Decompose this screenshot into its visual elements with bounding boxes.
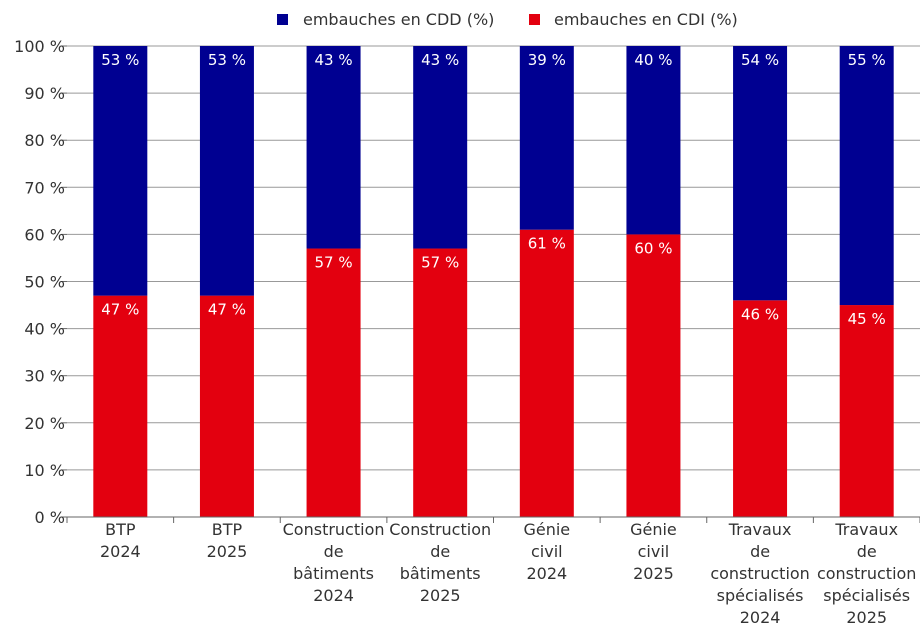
bar-cdd xyxy=(93,46,148,296)
bar-cdi xyxy=(93,295,148,517)
y-tick-label: 80 % xyxy=(24,131,65,150)
legend-swatch-cdi xyxy=(529,14,540,25)
y-tick-label: 50 % xyxy=(24,273,65,292)
x-category-label: Génie civil 2025 xyxy=(630,520,677,583)
y-tick-label: 10 % xyxy=(24,461,65,480)
x-category-label: Construction de bâtiments 2024 xyxy=(283,520,385,605)
bar-cdi xyxy=(733,300,788,517)
gridlines xyxy=(67,45,920,518)
data-label-cdi: 45 % xyxy=(848,310,886,328)
y-tick-label: 0 % xyxy=(35,508,65,527)
bar-cdi xyxy=(199,295,254,517)
data-label-cdd: 43 % xyxy=(315,51,353,69)
bar-cdd xyxy=(199,46,254,296)
y-tick-label: 100 % xyxy=(14,37,65,56)
y-tick-label: 20 % xyxy=(24,414,65,433)
bar-cdd xyxy=(306,46,361,249)
legend-swatch-cdd xyxy=(277,14,288,25)
x-axis: BTP 2024 BTP 2025 Construction de bâtiments 202… xyxy=(66,516,920,627)
x-category-label: Travaux de construction spécialisés 2024 xyxy=(710,520,810,627)
data-label-cdd: 55 % xyxy=(848,51,886,69)
legend-label-cdd: embauches en CDD (%) xyxy=(303,10,494,29)
y-tick-label: 40 % xyxy=(24,320,65,339)
x-category-label: Travaux de construction spécialisés 2025 xyxy=(817,520,917,627)
bar-cdd xyxy=(626,46,681,235)
x-category-label: BTP 2025 xyxy=(207,520,248,561)
legend-label-cdi: embauches en CDI (%) xyxy=(554,10,738,29)
bars xyxy=(93,46,894,517)
bar-cdi xyxy=(519,229,574,517)
data-label-cdd: 39 % xyxy=(528,51,566,69)
data-label-cdd: 53 % xyxy=(101,51,139,69)
data-label-cdi: 61 % xyxy=(528,235,566,253)
legend: embauches en CDD (%) embauches en CDI (%) xyxy=(277,10,738,29)
bar-cdd xyxy=(413,46,468,249)
data-label-cdi: 47 % xyxy=(101,301,139,319)
data-label-cdi: 57 % xyxy=(421,254,459,272)
data-labels: 47 % 53 % 47 % 53 % 57 % 43 % 57 % 43 % 61 % 39 %… xyxy=(101,51,885,328)
data-label-cdd: 53 % xyxy=(208,51,246,69)
data-label-cdd: 40 % xyxy=(634,51,672,69)
y-tick-label: 30 % xyxy=(24,367,65,386)
y-axis: 0 % 10 % 20 % 30 % 40 % 50 % 60 % 70 % 80 % 90 % 1… xyxy=(14,37,67,527)
data-label-cdd: 43 % xyxy=(421,51,459,69)
x-category-label: Construction de bâtiments 2025 xyxy=(389,520,491,605)
y-tick-label: 90 % xyxy=(24,84,65,103)
bar-cdd xyxy=(519,46,574,230)
data-label-cdi: 60 % xyxy=(634,239,672,257)
x-category-label: Génie civil 2024 xyxy=(523,520,570,583)
data-label-cdi: 57 % xyxy=(315,254,353,272)
y-tick-label: 70 % xyxy=(24,178,65,197)
bar-cdi xyxy=(306,248,361,517)
bar-cdi xyxy=(626,234,681,517)
y-tick-label: 60 % xyxy=(24,225,65,244)
data-label-cdi: 46 % xyxy=(741,305,779,323)
bar-cdd xyxy=(839,46,894,306)
bar-cdd xyxy=(733,46,788,301)
x-category-label: BTP 2024 xyxy=(100,520,141,561)
data-label-cdd: 54 % xyxy=(741,51,779,69)
bar-cdi xyxy=(839,305,894,517)
bar-cdi xyxy=(413,248,468,517)
data-label-cdi: 47 % xyxy=(208,301,246,319)
